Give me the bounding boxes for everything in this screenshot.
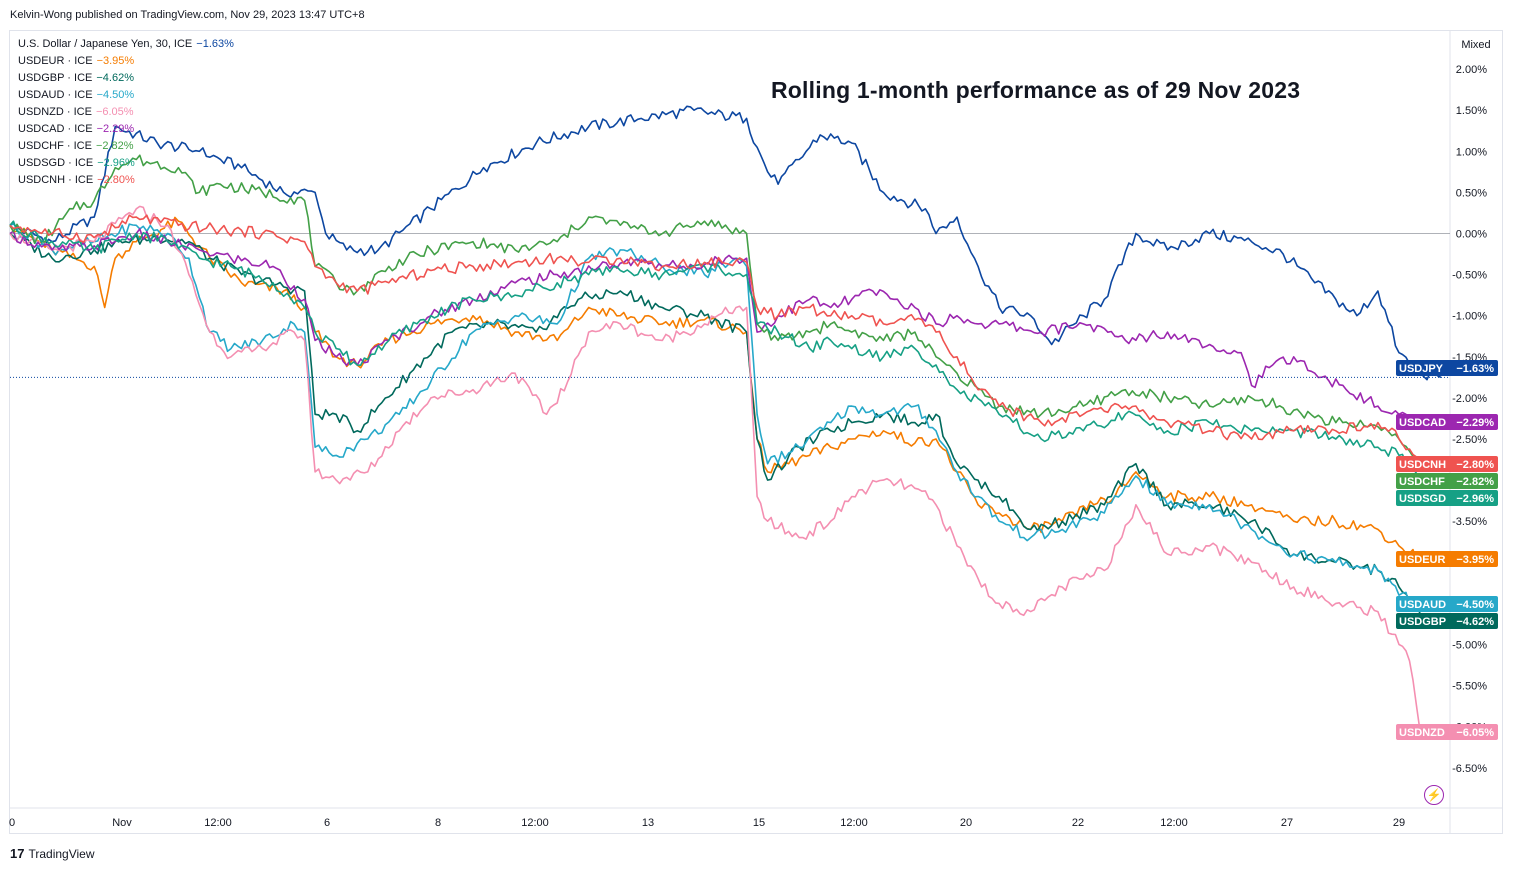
legend-value: −4.50% — [96, 89, 135, 101]
x-tick-label: 15 — [753, 817, 765, 829]
value-tag-usdjpy[interactable]: USDJPY −1.63% — [1396, 360, 1498, 376]
x-tick-label: 6 — [324, 817, 330, 829]
y-tick-label: -2.50% — [1452, 434, 1487, 446]
y-tick-label: 1.00% — [1456, 146, 1487, 158]
value-tag-symbol: USDCNH — [1399, 459, 1446, 471]
chart-title: Rolling 1-month performance as of 29 Nov… — [771, 77, 1301, 103]
y-tick-label: -2.00% — [1452, 393, 1487, 405]
x-tick-label: 13 — [642, 817, 654, 829]
legend-value: −3.95% — [96, 55, 135, 67]
y-tick-label: 0.50% — [1456, 187, 1487, 199]
x-tick-label: 8 — [435, 817, 441, 829]
x-tick-label: 27 — [1281, 817, 1293, 829]
value-tag-symbol: USDSGD — [1399, 493, 1446, 505]
x-tick-label: Nov — [112, 817, 132, 829]
value-tag-symbol: USDNZD — [1399, 727, 1445, 739]
legend-label: USDSGD · ICE — [18, 157, 94, 169]
value-tag-symbol: USDAUD — [1399, 599, 1446, 611]
value-tag-usdaud[interactable]: USDAUD −4.50% — [1396, 596, 1498, 612]
x-tick-label: 12:00 — [840, 817, 868, 829]
series-line-usdcad[interactable] — [9, 228, 1421, 425]
legend-label: U.S. Dollar / Japanese Yen, 30, ICE — [18, 38, 193, 50]
value-tag-value: −2.29% — [1456, 417, 1494, 429]
legend-label: USDGBP · ICE — [18, 72, 93, 84]
lightning-icon[interactable]: ⚡ — [1424, 785, 1444, 805]
y-tick-label: -6.50% — [1452, 763, 1487, 775]
legend-value: −2.29% — [96, 123, 135, 135]
value-tag-value: −2.80% — [1456, 459, 1494, 471]
x-tick-label: 12:00 — [521, 817, 549, 829]
legend-row-usdsgd[interactable]: USDSGD · ICE −2.96% — [18, 155, 234, 172]
value-tag-value: −3.95% — [1456, 554, 1494, 566]
x-tick-label: 12:00 — [1160, 817, 1188, 829]
value-tag-symbol: USDGBP — [1399, 616, 1446, 628]
x-tick-label: 0 — [9, 817, 15, 829]
value-tag-usdchf[interactable]: USDCHF −2.82% — [1396, 473, 1498, 489]
series-legend: U.S. Dollar / Japanese Yen, 30, ICE −1.63… — [18, 36, 234, 189]
legend-value: −2.82% — [95, 140, 134, 152]
x-tick-label: 20 — [960, 817, 972, 829]
legend-row-usdaud[interactable]: USDAUD · ICE −4.50% — [18, 87, 234, 104]
value-tag-usdcnh[interactable]: USDCNH −2.80% — [1396, 456, 1498, 472]
value-tag-value: −6.05% — [1456, 727, 1494, 739]
x-tick-label: 12:00 — [204, 817, 232, 829]
value-tag-symbol: USDEUR — [1399, 554, 1446, 566]
value-tag-value: −4.50% — [1456, 599, 1494, 611]
publisher-header: Kelvin-Wong published on TradingView.com… — [10, 9, 365, 21]
legend-value: −4.62% — [96, 72, 134, 84]
legend-row-usdjpy[interactable]: U.S. Dollar / Japanese Yen, 30, ICE −1.63… — [18, 36, 234, 53]
series-line-usdgbp[interactable] — [9, 232, 1421, 614]
value-tag-value: −4.62% — [1456, 616, 1494, 628]
series-line-usdaud[interactable] — [9, 222, 1421, 606]
chart-frame — [9, 30, 1503, 834]
legend-row-usdgbp[interactable]: USDGBP · ICE −4.62% — [18, 70, 234, 87]
y-tick-label: -3.50% — [1452, 516, 1487, 528]
x-tick-label: 22 — [1072, 817, 1084, 829]
legend-value: −6.05% — [95, 106, 134, 118]
legend-row-usdcad[interactable]: USDCAD · ICE −2.29% — [18, 121, 234, 138]
legend-label: USDNZD · ICE — [18, 106, 92, 118]
legend-label: USDEUR · ICE — [18, 55, 93, 67]
footer-brand: TradingView — [28, 846, 95, 861]
y-tick-label: 0.00% — [1456, 229, 1487, 241]
value-tag-value: −2.82% — [1456, 476, 1494, 488]
value-tag-value: −1.63% — [1456, 363, 1494, 375]
value-tag-symbol: USDCHF — [1399, 476, 1445, 488]
tradingview-logo-icon: 17 — [10, 846, 25, 861]
value-tag-symbol: USDCAD — [1399, 417, 1446, 429]
value-tag-usdsgd[interactable]: USDSGD −2.96% — [1396, 490, 1498, 506]
legend-label: USDCNH · ICE — [18, 174, 94, 186]
value-tag-usdcad[interactable]: USDCAD −2.29% — [1396, 414, 1498, 430]
y-tick-label: -5.00% — [1452, 640, 1487, 652]
legend-label: USDCAD · ICE — [18, 123, 93, 135]
legend-row-usdeur[interactable]: USDEUR · ICE −3.95% — [18, 53, 234, 70]
value-tag-usdnzd[interactable]: USDNZD −6.05% — [1396, 724, 1498, 740]
y-tick-label: 1.50% — [1456, 105, 1487, 117]
value-tag-symbol: USDJPY — [1399, 363, 1444, 375]
y-tick-label: 2.00% — [1456, 64, 1487, 76]
legend-label: USDAUD · ICE — [18, 89, 93, 101]
legend-value: −2.96% — [97, 157, 135, 169]
series-line-usdcnh[interactable] — [9, 214, 1421, 465]
series-line-usdnzd[interactable] — [9, 205, 1421, 731]
y-tick-label: -1.00% — [1452, 311, 1487, 323]
legend-value: −1.63% — [196, 38, 234, 50]
series-line-usdjpy[interactable] — [9, 105, 1442, 381]
series-line-usdsgd[interactable] — [9, 220, 1421, 478]
legend-row-usdnzd[interactable]: USDNZD · ICE −6.05% — [18, 104, 234, 121]
x-tick-label: 29 — [1393, 817, 1405, 829]
scale-mode-button[interactable]: Mixed — [1461, 39, 1491, 51]
y-tick-label: -5.50% — [1452, 681, 1487, 693]
value-tag-usdgbp[interactable]: USDGBP −4.62% — [1396, 613, 1498, 629]
value-tag-usdeur[interactable]: USDEUR −3.95% — [1396, 551, 1498, 567]
legend-row-usdchf[interactable]: USDCHF · ICE −2.82% — [18, 138, 234, 155]
legend-row-usdcnh[interactable]: USDCNH · ICE −2.80% — [18, 172, 234, 189]
series-line-usdchf[interactable] — [9, 154, 1421, 467]
footer-branding: 17 TradingView — [10, 846, 95, 861]
value-tag-value: −2.96% — [1456, 493, 1494, 505]
y-tick-label: -0.50% — [1452, 270, 1487, 282]
legend-value: −2.80% — [97, 174, 135, 186]
legend-label: USDCHF · ICE — [18, 140, 92, 152]
